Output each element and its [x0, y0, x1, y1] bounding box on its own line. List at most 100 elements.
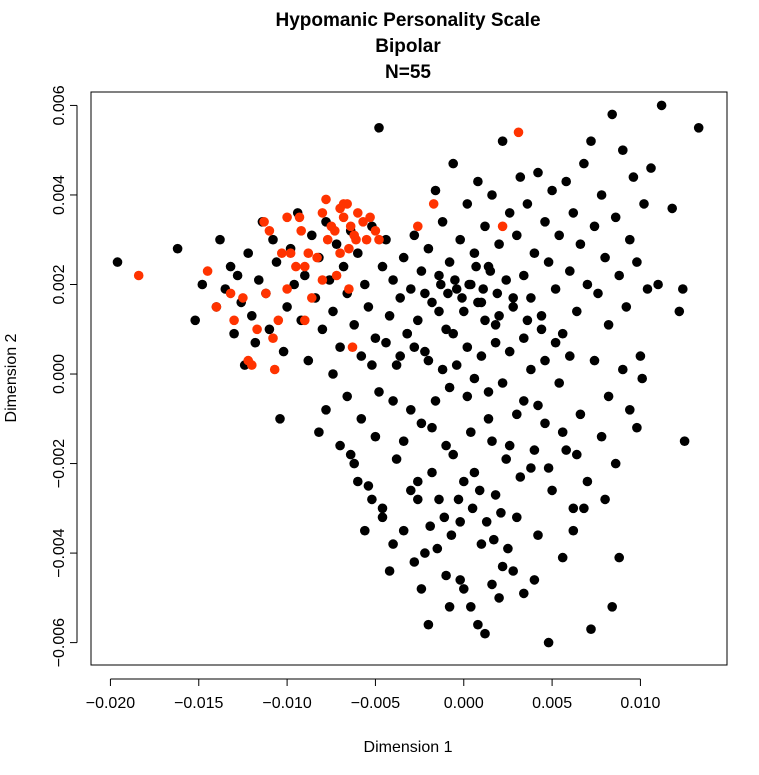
data-point: [565, 351, 575, 361]
y-axis-label: Dimension 2: [3, 333, 20, 422]
data-point: [526, 293, 536, 303]
data-point: [674, 306, 685, 317]
data-point: [335, 342, 345, 353]
data-point: [459, 306, 469, 317]
data-point: [434, 270, 444, 281]
data-point: [561, 445, 571, 455]
data-point: [464, 279, 474, 290]
data-point: [557, 328, 568, 339]
data-point: [508, 566, 518, 576]
data-point: [247, 360, 257, 370]
x-tick-label: 0.005: [532, 695, 572, 712]
data-point: [344, 243, 354, 254]
data-point: [391, 360, 402, 370]
data-point: [238, 293, 248, 303]
data-point: [300, 261, 310, 272]
data-point: [395, 351, 406, 361]
data-point: [317, 208, 328, 218]
data-point: [579, 158, 589, 169]
data-point: [345, 449, 356, 460]
data-point: [547, 485, 557, 496]
data-point: [653, 279, 663, 290]
data-point: [603, 391, 614, 402]
data-point: [639, 199, 649, 209]
data-point: [303, 248, 314, 258]
data-point: [457, 293, 467, 303]
data-point: [485, 266, 496, 276]
data-point: [497, 221, 508, 232]
data-point: [363, 481, 374, 491]
data-point: [416, 266, 427, 276]
data-point: [444, 257, 455, 267]
data-point: [441, 440, 451, 451]
y-tick-label: 0.000: [51, 354, 68, 394]
data-point: [473, 176, 483, 187]
data-point: [370, 226, 381, 236]
data-point: [321, 405, 331, 415]
data-point: [554, 230, 564, 241]
data-point: [469, 467, 480, 478]
data-point: [444, 382, 455, 393]
data-point: [466, 427, 476, 438]
data-point: [455, 234, 466, 245]
data-point: [632, 257, 642, 267]
data-point: [264, 226, 275, 236]
data-point: [487, 190, 497, 200]
data-point: [593, 288, 603, 299]
data-point: [667, 203, 677, 214]
data-point: [409, 230, 420, 241]
data-point: [480, 221, 490, 232]
data-point: [416, 584, 427, 594]
data-point: [483, 387, 494, 397]
data-point: [459, 584, 469, 594]
data-point: [296, 226, 307, 236]
data-point: [430, 185, 441, 196]
data-point: [413, 494, 423, 505]
data-point: [277, 248, 287, 258]
data-point: [370, 333, 381, 344]
data-point: [557, 427, 568, 438]
data-point: [579, 503, 589, 514]
data-point: [300, 315, 310, 326]
data-point: [271, 257, 282, 267]
data-point: [693, 123, 704, 133]
x-tick-label: 0.010: [620, 695, 660, 712]
data-point: [451, 284, 462, 294]
data-point: [328, 306, 338, 317]
data-point: [568, 503, 579, 514]
data-point: [469, 248, 480, 258]
data-point: [402, 328, 413, 339]
data-point: [437, 217, 448, 227]
data-point: [441, 324, 451, 335]
data-point: [381, 337, 391, 348]
data-point: [462, 199, 473, 209]
data-point: [497, 136, 508, 146]
data-point: [582, 476, 593, 487]
data-point: [291, 261, 301, 272]
data-point: [232, 270, 243, 281]
data-point: [441, 570, 451, 581]
data-point: [448, 158, 459, 169]
data-point: [434, 494, 444, 505]
data-point: [370, 431, 381, 442]
data-point: [388, 275, 398, 285]
data-point: [420, 346, 430, 357]
data-point: [250, 337, 261, 348]
data-point: [646, 163, 656, 173]
data-point: [607, 109, 617, 120]
data-point: [614, 552, 624, 563]
data-point: [568, 208, 579, 218]
data-point: [519, 588, 529, 599]
data-point: [451, 360, 462, 370]
data-point: [331, 239, 342, 249]
data-point: [473, 619, 483, 630]
data-point: [347, 342, 358, 353]
data-point: [462, 342, 473, 353]
data-point: [252, 324, 262, 335]
data-point: [462, 391, 473, 402]
data-point: [321, 194, 331, 205]
data-point: [268, 234, 278, 245]
data-point: [444, 602, 455, 612]
data-point: [497, 378, 508, 388]
data-point: [572, 449, 582, 460]
